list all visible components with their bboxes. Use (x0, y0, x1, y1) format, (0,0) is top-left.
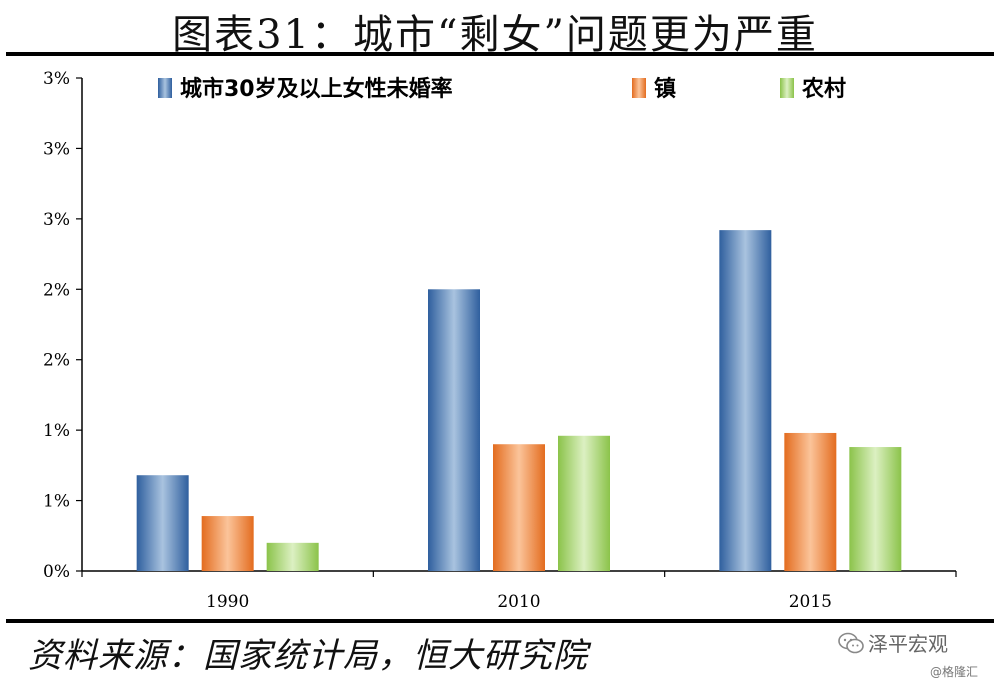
y-tick-label: 3% (43, 210, 70, 230)
bar-1990-series-1 (136, 475, 189, 571)
bar-2010-series-2 (493, 444, 545, 571)
y-tick-label: 3% (43, 69, 70, 89)
y-tick-label: 2% (43, 280, 70, 300)
bar-2010-series-3 (558, 435, 610, 571)
bar-2015-series-3 (849, 447, 902, 571)
bar-2015-series-1 (719, 230, 772, 571)
bar-2015-series-2 (784, 432, 837, 571)
y-tick-label: 3% (43, 139, 70, 159)
x-category-label: 2010 (497, 592, 540, 612)
source-note: 资料来源：国家统计局，恒大研究院 (28, 636, 588, 676)
legend-label: 城市30岁及以上女性未婚率 (180, 76, 453, 102)
legend-swatch (632, 78, 646, 98)
legend-swatch (158, 78, 172, 98)
bar-chart: 0% 1% 1% 2% 2% 3% 3% 3% 1990 2010 2015 城市30岁及以上女性… (43, 69, 957, 612)
watermark: @格隆汇 (930, 665, 979, 679)
wechat-icon (838, 632, 864, 653)
chart-title: 图表31：城市“剩女”问题更为严重 (172, 12, 818, 58)
top-rule (6, 52, 994, 56)
legend-swatch (780, 78, 794, 98)
y-tick-label: 1% (43, 492, 70, 512)
bar-1990-series-3 (266, 542, 319, 571)
y-tick-label: 0% (43, 562, 70, 582)
bar-2010-series-1 (428, 289, 480, 571)
y-tick-label: 2% (43, 351, 70, 371)
x-category-label: 2015 (789, 592, 832, 612)
brand-name: 泽平宏观 (868, 632, 948, 656)
x-category-label: 1990 (206, 592, 249, 612)
brand-badge: 泽平宏观 (838, 628, 948, 657)
y-tick-label: 1% (43, 421, 70, 441)
bottom-rule (6, 619, 994, 623)
bar-1990-series-2 (201, 516, 254, 571)
legend-label: 农村 (801, 76, 846, 102)
legend-label: 镇 (654, 77, 676, 102)
